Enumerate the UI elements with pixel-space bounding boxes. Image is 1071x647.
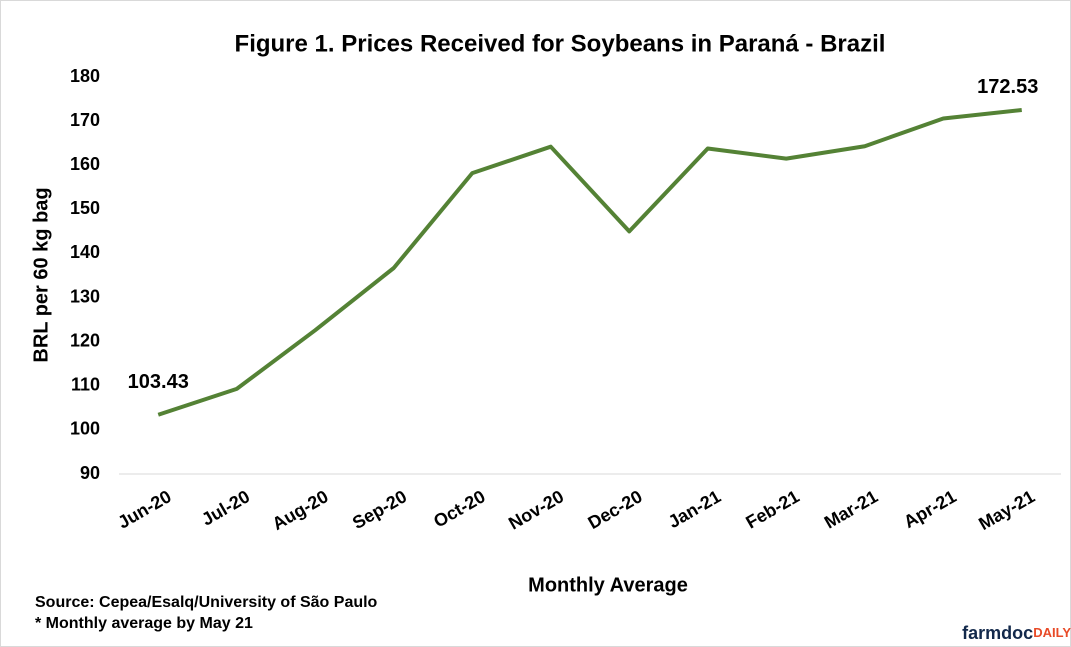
source-note: Source: Cepea/Esalq/University of São Pa… (35, 594, 378, 611)
logo: farmdocDAILY (962, 623, 1071, 643)
y-tick-label: 120 (70, 330, 100, 350)
footnote: * Monthly average by May 21 (35, 615, 253, 632)
x-axis-label: Monthly Average (528, 574, 688, 596)
y-tick-label: 130 (70, 286, 100, 306)
data-label: 172.53 (977, 76, 1038, 98)
y-tick-label: 180 (70, 66, 100, 86)
y-tick-label: 170 (70, 110, 100, 130)
y-tick-label: 150 (70, 198, 100, 218)
chart-title: Figure 1. Prices Received for Soybeans i… (235, 30, 886, 57)
logo-part: farmdoc (962, 623, 1033, 643)
line-series (157, 107, 1022, 417)
y-tick-label: 110 (71, 375, 100, 395)
data-label: 103.43 (128, 371, 189, 393)
y-tick-label: 140 (70, 242, 100, 262)
logo-part: DAILY (1033, 625, 1071, 640)
y-tick-label: 90 (80, 463, 100, 483)
y-axis-label: BRL per 60 kg bag (30, 187, 52, 362)
y-tick-label: 160 (70, 154, 100, 174)
y-tick-label: 100 (70, 419, 100, 439)
